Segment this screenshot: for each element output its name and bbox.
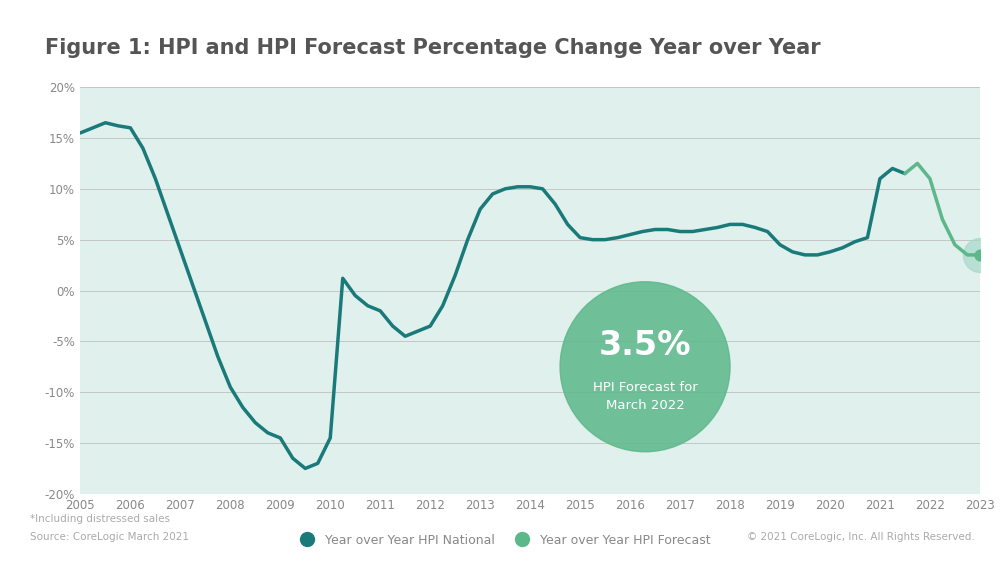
Text: *Including distressed sales: *Including distressed sales: [30, 514, 170, 524]
Text: HPI Forecast for
March 2022: HPI Forecast for March 2022: [593, 381, 697, 412]
Legend: Year over Year HPI National, Year over Year HPI Forecast: Year over Year HPI National, Year over Y…: [289, 529, 716, 551]
Text: © 2021 CoreLogic, Inc. All Rights Reserved.: © 2021 CoreLogic, Inc. All Rights Reserv…: [747, 532, 975, 541]
Point: [972, 250, 988, 260]
Text: 3.5%: 3.5%: [599, 329, 691, 362]
Point: [972, 250, 988, 260]
Text: Figure 1: HPI and HPI Forecast Percentage Change Year over Year: Figure 1: HPI and HPI Forecast Percentag…: [45, 38, 821, 58]
Ellipse shape: [560, 282, 730, 452]
Text: Source: CoreLogic March 2021: Source: CoreLogic March 2021: [30, 532, 189, 541]
